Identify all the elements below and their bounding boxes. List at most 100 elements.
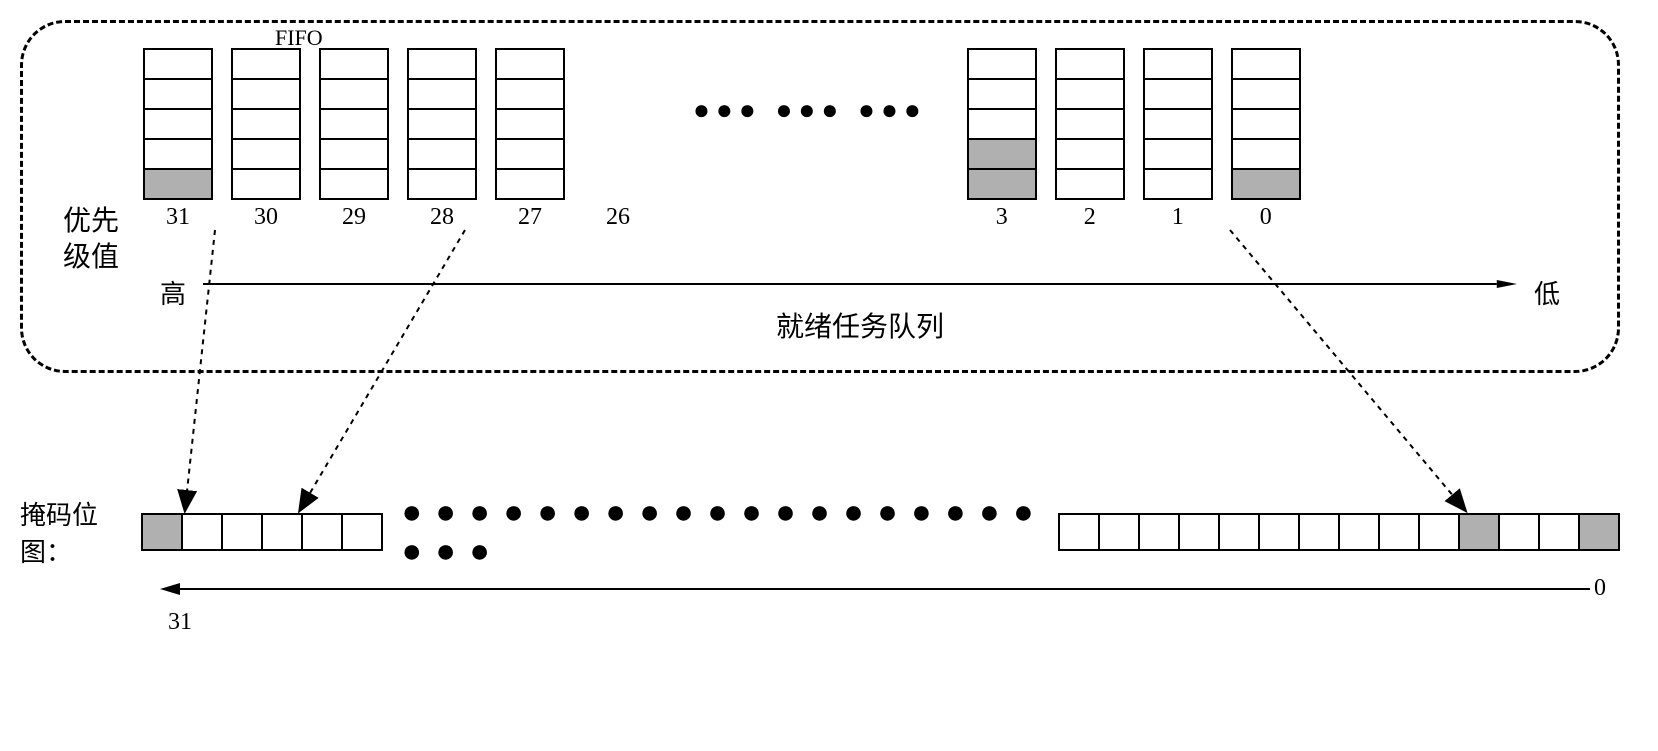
- fifo-column: 3: [967, 48, 1037, 231]
- fifo-column: 30: [231, 48, 301, 231]
- fifo-cell: [1055, 168, 1125, 200]
- fifo-cell: [407, 48, 477, 80]
- fifo-cell: [967, 78, 1037, 110]
- bit-cell: [1498, 513, 1540, 551]
- fifo-column: 26: [583, 48, 653, 231]
- fifo-cell: [1143, 78, 1213, 110]
- bitmap-numbers: 31 0: [160, 609, 1620, 636]
- fifo-cell: [407, 168, 477, 200]
- fifo-area: 313029282726●●● ●●● ●●●3210: [143, 48, 1577, 231]
- fifo-row: 优先 级值 313029282726●●● ●●● ●●●3210: [63, 48, 1577, 276]
- bitmap-num-31: 31: [160, 609, 200, 636]
- bit-cell: [1298, 513, 1340, 551]
- fifo-cell: [495, 168, 565, 200]
- fifo-number: 3: [996, 204, 1008, 231]
- bit-cell: [1378, 513, 1420, 551]
- fifo-number: 29: [342, 204, 366, 231]
- fifo-stack: [407, 48, 477, 200]
- fifo-label: FIFO: [275, 25, 323, 51]
- fifo-cell: [1231, 138, 1301, 170]
- fifo-cell: [143, 78, 213, 110]
- fifo-number: 30: [254, 204, 278, 231]
- fifo-cell: [1143, 48, 1213, 80]
- bit-cell: [1538, 513, 1580, 551]
- fifo-stack: [1055, 48, 1125, 200]
- bit-cell: [1258, 513, 1300, 551]
- fifo-cell: [407, 108, 477, 140]
- fifo-cell: [143, 138, 213, 170]
- fifo-cell: [967, 138, 1037, 170]
- ellipsis-dots: ●●● ●●● ●●●: [671, 94, 949, 186]
- bit-cell: [1218, 513, 1260, 551]
- fifo-stack: [967, 48, 1037, 200]
- fifo-number: 0: [1260, 204, 1272, 231]
- fifo-number: 2: [1084, 204, 1096, 231]
- fifo-cell: [495, 48, 565, 80]
- bit-cell: [341, 513, 383, 551]
- fifo-cell: [143, 108, 213, 140]
- fifo-cell: [1231, 108, 1301, 140]
- bit-cell: [1138, 513, 1180, 551]
- bit-cell: [181, 513, 223, 551]
- fifo-cell: [1231, 48, 1301, 80]
- bitmap-row: 掩码位图： ● ● ● ● ● ● ● ● ● ● ● ● ● ● ● ● ● …: [20, 493, 1620, 571]
- fifo-cell: [407, 138, 477, 170]
- fifo-cell: [319, 138, 389, 170]
- low-label: 低: [1517, 274, 1577, 311]
- bit-cell: [141, 513, 183, 551]
- bit-cell: [221, 513, 263, 551]
- fifo-cell: [1143, 138, 1213, 170]
- fifo-cell: [231, 138, 301, 170]
- bit-cell: [1338, 513, 1380, 551]
- fifo-stack: [143, 48, 213, 200]
- fifo-cell: [967, 48, 1037, 80]
- fifo-cell: [231, 48, 301, 80]
- fifo-cell: [1143, 168, 1213, 200]
- fifo-cell: [231, 108, 301, 140]
- fifo-cell: [143, 168, 213, 200]
- fifo-stack: [231, 48, 301, 200]
- fifo-cell: [495, 108, 565, 140]
- bitmap-left-group: [141, 513, 383, 551]
- fifo-cell: [1231, 168, 1301, 200]
- fifo-cell: [319, 78, 389, 110]
- priority-label-line2: 级值: [63, 239, 143, 275]
- bitmap-right-group: [1058, 513, 1620, 551]
- fifo-column: 0: [1231, 48, 1301, 231]
- ready-queue-box: FIFO 优先 级值 313029282726●●● ●●● ●●●3210 高…: [20, 20, 1620, 373]
- bit-cell: [301, 513, 343, 551]
- bitmap-num-0: 0: [1580, 575, 1620, 636]
- fifo-number: 26: [606, 204, 630, 231]
- bitmap-section: 掩码位图： ● ● ● ● ● ● ● ● ● ● ● ● ● ● ● ● ● …: [20, 493, 1620, 636]
- fifo-number: 31: [166, 204, 190, 231]
- fifo-cell: [1055, 48, 1125, 80]
- fifo-stack: [319, 48, 389, 200]
- fifo-number: 28: [430, 204, 454, 231]
- bit-cell: [1418, 513, 1460, 551]
- fifo-stack: [495, 48, 565, 200]
- fifo-cell: [1231, 78, 1301, 110]
- bitmap-arrow: [160, 577, 1620, 613]
- fifo-cell: [319, 48, 389, 80]
- bit-cell: [1178, 513, 1220, 551]
- bit-cell: [1578, 513, 1620, 551]
- bit-cell: [1098, 513, 1140, 551]
- fifo-cell: [1143, 108, 1213, 140]
- fifo-column: 27: [495, 48, 565, 231]
- fifo-cell: [231, 78, 301, 110]
- fifo-cell: [319, 108, 389, 140]
- bit-cell: [1458, 513, 1500, 551]
- bit-cell: [261, 513, 303, 551]
- fifo-number: 27: [518, 204, 542, 231]
- fifo-cell: [231, 168, 301, 200]
- fifo-cell: [1055, 78, 1125, 110]
- priority-label: 优先 级值: [63, 48, 143, 276]
- fifo-cell: [143, 48, 213, 80]
- fifo-cell: [967, 168, 1037, 200]
- fifo-column: 28: [407, 48, 477, 231]
- fifo-cell: [495, 78, 565, 110]
- bitmap-dots: ● ● ● ● ● ● ● ● ● ● ● ● ● ● ● ● ● ● ● ● …: [383, 493, 1058, 571]
- fifo-cell: [1055, 138, 1125, 170]
- high-label: 高: [143, 274, 203, 311]
- fifo-column: 2: [1055, 48, 1125, 231]
